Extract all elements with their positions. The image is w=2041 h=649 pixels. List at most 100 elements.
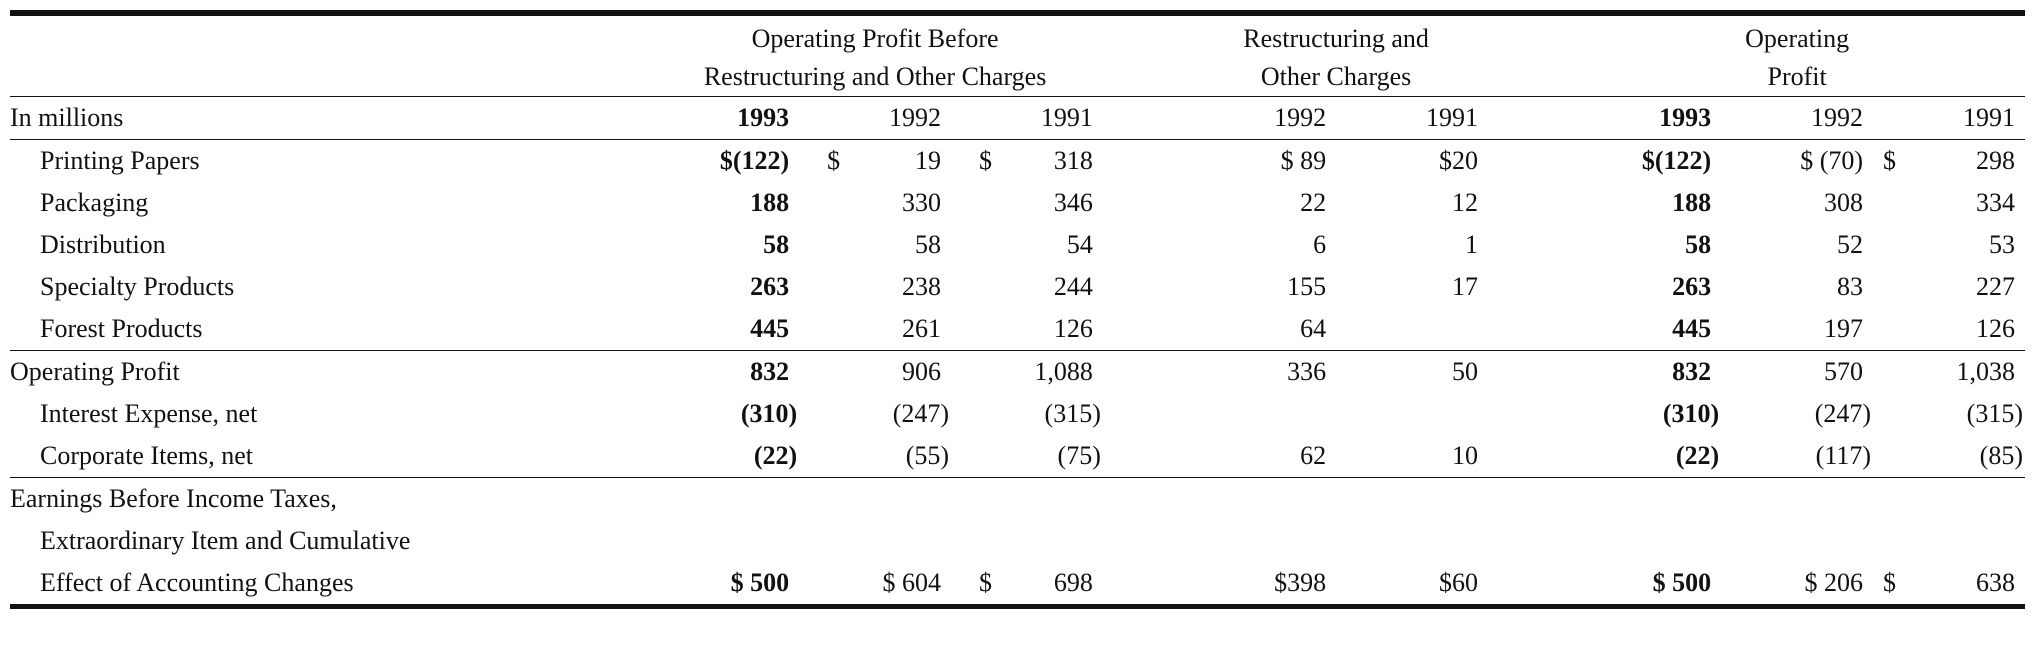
cell: $20 xyxy=(1336,139,1488,182)
cell: 1 xyxy=(1464,230,1478,259)
cell: (22) xyxy=(753,441,798,470)
row-label: Effect of Accounting Changes xyxy=(10,562,648,609)
cell: $ 604 xyxy=(799,562,952,609)
dollar-sign: $ xyxy=(1883,568,1897,597)
table-row-operating-profit: Operating Profit 832 906 1,088 336 50 83… xyxy=(10,350,2025,393)
group-header-roc-line2: Other Charges xyxy=(1260,62,1412,91)
cell: 346 xyxy=(1053,188,1093,217)
table-row-earnings-line1: Earnings Before Income Taxes, xyxy=(10,477,2025,520)
table-row-earnings: Effect of Accounting Changes $ 500 $ 604… xyxy=(10,562,2025,609)
cell: 832 xyxy=(647,350,800,393)
cell: 53 xyxy=(1989,230,2015,259)
table-row: Specialty Products 263 238 244 155 17 26… xyxy=(10,266,2025,308)
cell: 58 xyxy=(763,230,790,259)
cell: $ 500 xyxy=(1569,562,1722,609)
cell: $ 500 xyxy=(647,562,800,609)
dollar-sign: $ xyxy=(1883,146,1897,175)
year-op-1991: 1991 xyxy=(1873,96,2025,140)
cell-value: 19 xyxy=(915,146,942,175)
group-header-roc-line1: Restructuring and xyxy=(1184,10,1488,58)
table-row: Forest Products 445 261 126 64 445 197 1… xyxy=(10,308,2025,351)
cell: 126 xyxy=(1976,314,2015,343)
table-row: Packaging 188 330 346 22 12 188 308 334 xyxy=(10,182,2025,224)
cell: 52 xyxy=(1837,230,1864,259)
cell-value: 318 xyxy=(1053,146,1093,175)
row-label: Packaging xyxy=(40,188,149,217)
cell: 445 xyxy=(1672,314,1712,343)
group-header-opb-line2: Restructuring and Other Charges xyxy=(703,62,1047,91)
table-row-earnings-line2: Extraordinary Item and Cumulative xyxy=(10,520,2025,562)
row-label: Distribution xyxy=(40,230,166,259)
year-roc-1991: 1991 xyxy=(1336,96,1488,140)
cell: (315) xyxy=(1044,399,1101,428)
cell: $ (70) xyxy=(1721,139,1874,182)
cell: 1,088 xyxy=(951,350,1103,393)
cell: 238 xyxy=(902,272,942,301)
dollar-sign: $ xyxy=(827,146,841,175)
cell: $60 xyxy=(1336,562,1488,609)
row-label: Forest Products xyxy=(40,314,203,343)
cell: 570 xyxy=(1721,350,1874,393)
cell: (55) xyxy=(905,441,950,470)
cell: (247) xyxy=(892,399,950,428)
cell: (247) xyxy=(1814,399,1872,428)
cell: $ 206 xyxy=(1721,562,1874,609)
operating-profit-table: Operating Profit Before Restructuring an… xyxy=(10,10,2025,609)
row-label: Specialty Products xyxy=(40,272,235,301)
cell: (117) xyxy=(1815,441,1872,470)
dollar-sign: $ xyxy=(979,568,993,597)
cell: 62 xyxy=(1300,441,1327,470)
cell: $ 89 xyxy=(1184,139,1337,182)
cell: $698 xyxy=(951,562,1103,609)
cell: (310) xyxy=(1662,399,1720,428)
table-row: Distribution 58 58 54 6 1 58 52 53 xyxy=(10,224,2025,266)
cell: (315) xyxy=(1966,399,2023,428)
cell: 6 xyxy=(1313,230,1327,259)
year-opb-1991: 1991 xyxy=(951,96,1103,140)
cell: $298 xyxy=(1873,139,2025,182)
group-header-row-1: Operating Profit Before Restructuring an… xyxy=(10,10,2025,58)
cell: 58 xyxy=(915,230,942,259)
table-row: Printing Papers $(122) $19 $318 $ 89 $20… xyxy=(10,139,2025,182)
table-row: Corporate Items, net (22) (55) (75) 62 1… xyxy=(10,435,2025,478)
cell: 50 xyxy=(1336,350,1488,393)
row-label: Operating Profit xyxy=(10,350,648,393)
cell: $638 xyxy=(1873,562,2025,609)
cell: 188 xyxy=(1672,188,1712,217)
cell: 227 xyxy=(1976,272,2015,301)
year-op-1993: 1993 xyxy=(1569,96,1722,140)
cell xyxy=(1336,308,1488,351)
cell xyxy=(1336,393,1488,435)
cell: 336 xyxy=(1184,350,1337,393)
cell xyxy=(1184,393,1336,435)
group-header-op-line1: Operating xyxy=(1569,10,2025,58)
cell: 126 xyxy=(1053,314,1093,343)
cell-value: 638 xyxy=(1976,568,2015,597)
cell: 244 xyxy=(1053,272,1093,301)
cell: 22 xyxy=(1300,188,1327,217)
cell: (310) xyxy=(740,399,798,428)
year-roc-1992: 1992 xyxy=(1184,96,1337,140)
cell: 1,038 xyxy=(1873,350,2025,393)
cell: 330 xyxy=(902,188,942,217)
group-header-row-2: Restructuring and Other Charges Other Ch… xyxy=(10,58,2025,97)
year-op-1992: 1992 xyxy=(1721,96,1874,140)
cell: 308 xyxy=(1824,188,1864,217)
cell: 334 xyxy=(1976,188,2015,217)
cell: (22) xyxy=(1675,441,1720,470)
row-label: Earnings Before Income Taxes, xyxy=(10,477,648,520)
cell: $318 xyxy=(951,139,1103,182)
table-row: Interest Expense, net (310) (247) (315) … xyxy=(10,393,2025,435)
year-opb-1992: 1992 xyxy=(799,96,952,140)
cell: $19 xyxy=(799,139,952,182)
year-opb-1993: 1993 xyxy=(647,96,800,140)
cell: 155 xyxy=(1287,272,1327,301)
row-label: Corporate Items, net xyxy=(40,441,253,470)
cell: 58 xyxy=(1685,230,1712,259)
cell: 12 xyxy=(1451,188,1478,217)
row-label: Printing Papers xyxy=(10,139,648,182)
cell: 832 xyxy=(1569,350,1722,393)
cell: 197 xyxy=(1824,314,1864,343)
group-header-opb-line1: Operating Profit Before xyxy=(647,10,1103,58)
